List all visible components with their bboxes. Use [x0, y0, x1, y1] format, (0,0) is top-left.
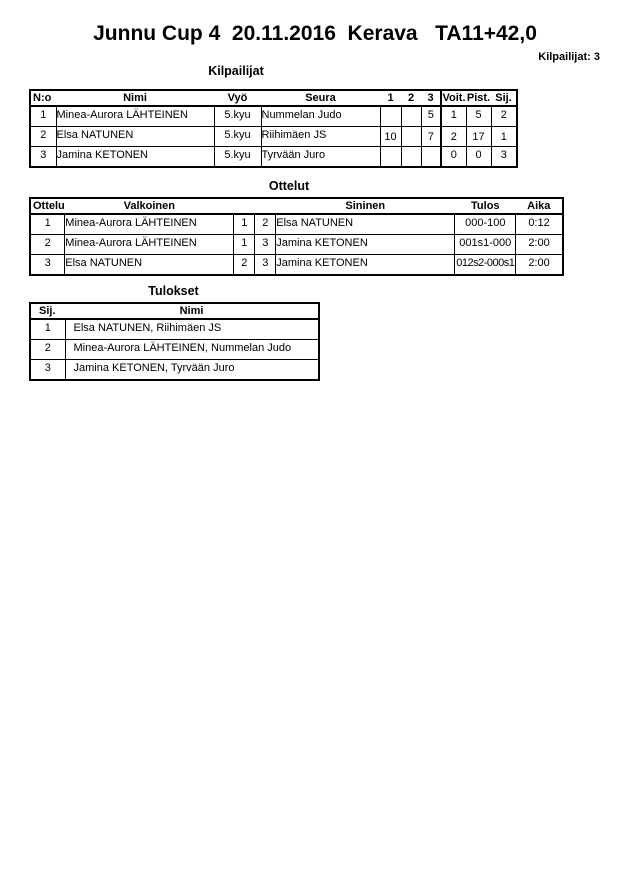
cell-round1: [379, 146, 402, 168]
cell-voit: 1: [440, 105, 467, 127]
table-row: 2 Elsa NATUNEN 5.kyu Riihimäen JS 10 7 2…: [29, 126, 518, 147]
cell-valkoinen: Elsa NATUNEN: [64, 254, 235, 276]
table-row: 2 Minea-Aurora LÄHTEINEN, Nummelan Judo: [29, 339, 320, 360]
col-header-valkoinen: Valkoinen: [64, 198, 234, 215]
cell-match-no: 2: [29, 234, 66, 255]
col-header-pist: Pist.: [466, 90, 491, 107]
cell-match-no: 3: [29, 254, 66, 276]
cell-vyo: 5.kyu: [213, 105, 262, 127]
table-row: 3 Elsa NATUNEN 2 3 Jamina KETONEN 012s2-…: [29, 254, 564, 276]
cell-round1: [379, 105, 402, 127]
cell-no: 1: [29, 105, 57, 127]
cell-tulos: 012s2-000s1: [454, 254, 517, 276]
col-header-voit: Voit.: [440, 90, 466, 107]
cell-round2: [400, 105, 422, 127]
cell-tulos: 001s1-000: [454, 234, 517, 255]
col-header-nimi: Nimi: [65, 303, 319, 320]
cell-valkoinen: Minea-Aurora LÄHTEINEN: [64, 213, 235, 235]
cell-white-no: 1: [233, 213, 256, 235]
cell-tulos: 000-100: [454, 213, 517, 235]
col-header-round2: 2: [401, 90, 421, 107]
cell-valkoinen: Minea-Aurora LÄHTEINEN: [64, 234, 235, 255]
section-heading-ottelut: Ottelut: [268, 179, 310, 193]
table-row: 3 Jamina KETONEN 5.kyu Tyrvään Juro 0 0 …: [29, 146, 518, 168]
table-header-row: Ottelu Valkoinen Sininen Tulos Aika: [30, 198, 563, 215]
matches-table: Ottelu Valkoinen Sininen Tulos Aika 1 Mi…: [29, 197, 564, 276]
cell-voit: 0: [440, 146, 467, 168]
col-header-ottelu: Ottelu: [30, 198, 65, 215]
col-header-round1: 1: [380, 90, 401, 107]
table-row: 3 Jamina KETONEN, Tyrvään Juro: [29, 359, 320, 381]
cell-pist: 0: [465, 146, 492, 168]
cell-aika: 2:00: [515, 254, 564, 276]
competitors-count: Kilpailijat: 3: [538, 51, 600, 63]
cell-match-no: 1: [29, 213, 66, 235]
table-header-row: Sij. Nimi: [30, 303, 319, 320]
table-row: 1 Minea-Aurora LÄHTEINEN 1 2 Elsa NATUNE…: [29, 213, 564, 235]
cell-sij: 1: [29, 318, 66, 340]
cell-aika: 0:12: [515, 213, 564, 235]
col-header-no: N:o: [30, 90, 56, 107]
cell-seura: Tyrvään Juro: [260, 146, 381, 168]
col-header-vyo: Vyö: [214, 90, 261, 107]
cell-voit: 2: [440, 126, 467, 147]
cell-sij: 3: [490, 146, 518, 168]
col-header-blue-no: [254, 198, 276, 215]
cell-nimi: Jamina KETONEN, Tyrvään Juro: [64, 359, 320, 381]
section-heading-kilpailijat: Kilpailijat: [208, 64, 264, 78]
page-title: Junnu Cup 4 20.11.2016 Kerava TA11+42,0: [93, 22, 537, 45]
col-header-nimi: Nimi: [56, 90, 214, 107]
cell-vyo: 5.kyu: [213, 146, 262, 168]
table-row: 2 Minea-Aurora LÄHTEINEN 1 3 Jamina KETO…: [29, 234, 564, 255]
cell-aika: 2:00: [515, 234, 564, 255]
col-header-sij: Sij.: [30, 303, 65, 320]
cell-blue-no: 2: [254, 213, 277, 235]
cell-nimi: Elsa NATUNEN, Riihimäen JS: [64, 318, 320, 340]
cell-sij: 2: [490, 105, 518, 127]
cell-white-no: 1: [233, 234, 256, 255]
cell-round3: 7: [420, 126, 442, 147]
cell-seura: Riihimäen JS: [260, 126, 381, 147]
cell-round2: [400, 146, 422, 168]
cell-nimi: Jamina KETONEN: [55, 146, 215, 168]
cell-blue-no: 3: [254, 234, 277, 255]
cell-sininen: Jamina KETONEN: [275, 254, 456, 276]
table-row: 1 Minea-Aurora LÄHTEINEN 5.kyu Nummelan …: [29, 105, 518, 127]
cell-sininen: Jamina KETONEN: [275, 234, 456, 255]
cell-round3: 5: [420, 105, 442, 127]
col-header-sij: Sij.: [491, 90, 517, 107]
cell-pist: 5: [465, 105, 492, 127]
cell-sij: 3: [29, 359, 66, 381]
cell-nimi: Minea-Aurora LÄHTEINEN, Nummelan Judo: [64, 339, 320, 360]
cell-no: 3: [29, 146, 57, 168]
cell-white-no: 2: [233, 254, 256, 276]
table-row: 1 Elsa NATUNEN, Riihimäen JS: [29, 318, 320, 340]
cell-pist: 17: [465, 126, 492, 147]
cell-blue-no: 3: [254, 254, 277, 276]
cell-sij: 1: [490, 126, 518, 147]
col-header-seura: Seura: [261, 90, 380, 107]
cell-round1: 10: [379, 126, 402, 147]
col-header-aika: Aika: [515, 198, 563, 215]
cell-nimi: Minea-Aurora LÄHTEINEN: [55, 105, 215, 127]
col-header-sininen: Sininen: [275, 198, 455, 215]
col-header-tulos: Tulos: [454, 198, 516, 215]
col-header-white-no: [233, 198, 255, 215]
cell-round2: [400, 126, 422, 147]
col-header-round3: 3: [421, 90, 441, 107]
section-heading-tulokset: Tulokset: [148, 284, 199, 298]
cell-vyo: 5.kyu: [213, 126, 262, 147]
table-header-row: N:o Nimi Vyö Seura 1 2 3 Voit. Pist. Sij…: [30, 90, 517, 107]
cell-sij: 2: [29, 339, 66, 360]
cell-no: 2: [29, 126, 57, 147]
cell-sininen: Elsa NATUNEN: [275, 213, 456, 235]
competitors-table: N:o Nimi Vyö Seura 1 2 3 Voit. Pist. Sij…: [29, 89, 518, 168]
cell-seura: Nummelan Judo: [260, 105, 381, 127]
cell-nimi: Elsa NATUNEN: [55, 126, 215, 147]
results-table: Sij. Nimi 1 Elsa NATUNEN, Riihimäen JS 2…: [29, 302, 320, 381]
cell-round3: [420, 146, 442, 168]
